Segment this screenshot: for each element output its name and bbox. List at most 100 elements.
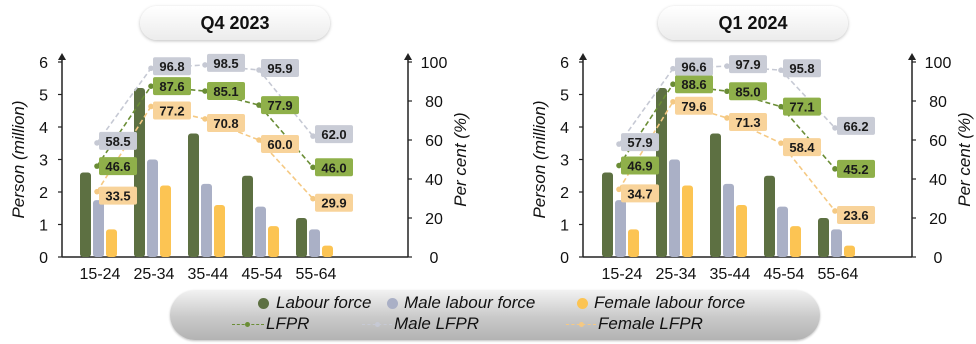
bar-male-labour-force bbox=[93, 200, 104, 257]
legend-line-dot-male-lfpr bbox=[375, 322, 380, 327]
x-tick-label: 55-64 bbox=[296, 266, 337, 283]
legend-swatch-female-labour-force bbox=[577, 298, 588, 309]
value-label-male-lfpr: 62.0 bbox=[321, 127, 346, 142]
point-male-lfpr bbox=[778, 67, 784, 73]
point-lfpr bbox=[616, 162, 622, 169]
value-label-female-lfpr: 60.0 bbox=[267, 137, 292, 152]
value-label-bg-female-lfpr bbox=[207, 113, 245, 132]
bar-female-labour-force bbox=[790, 226, 801, 257]
y-tick-label-right: 80 bbox=[929, 94, 947, 111]
value-label-bg-female-lfpr bbox=[261, 135, 299, 153]
point-lfpr bbox=[202, 88, 208, 94]
y-axis-title-right: Per cent (%) bbox=[955, 112, 974, 206]
value-label-bg-male-lfpr bbox=[99, 131, 137, 150]
value-label-bg-male-lfpr bbox=[729, 55, 767, 74]
value-label-lfpr: 46.0 bbox=[321, 160, 346, 175]
legend-swatch-male-labour-force bbox=[387, 298, 398, 309]
x-tick-label: 25-34 bbox=[656, 266, 697, 283]
y-tick-label-left: 4 bbox=[39, 120, 48, 137]
legend-label-lfpr: LFPR bbox=[266, 314, 310, 333]
legend-label-male-lfpr: Male LFPR bbox=[394, 314, 480, 333]
value-label-bg-lfpr bbox=[675, 75, 713, 94]
bar-male-labour-force bbox=[669, 159, 680, 257]
value-label-female-lfpr: 34.7 bbox=[627, 186, 652, 201]
value-label-lfpr: 77.1 bbox=[789, 100, 814, 115]
y-tick-label-right: 60 bbox=[425, 133, 443, 150]
bar-labour-force bbox=[656, 88, 667, 257]
x-tick-label: 35-44 bbox=[188, 266, 229, 283]
value-label-lfpr: 45.2 bbox=[843, 162, 868, 177]
y-axis-left-arrow bbox=[58, 53, 66, 60]
y-tick-label-right: 40 bbox=[425, 172, 443, 189]
value-label-female-lfpr: 33.5 bbox=[105, 189, 130, 204]
bar-female-labour-force bbox=[268, 226, 279, 257]
point-male-lfpr bbox=[148, 65, 154, 72]
legend-label-female-lfpr: Female LFPR bbox=[598, 314, 703, 333]
value-label-bg-female-lfpr bbox=[621, 184, 659, 203]
legend-swatch-labour-force bbox=[258, 298, 269, 309]
point-female-lfpr bbox=[202, 116, 208, 122]
point-lfpr bbox=[310, 164, 316, 171]
y-tick-label-left: 1 bbox=[560, 218, 569, 235]
bar-male-labour-force bbox=[777, 206, 788, 257]
y-tick-label-right: 40 bbox=[929, 172, 947, 189]
x-tick-label: 55-64 bbox=[818, 266, 859, 283]
value-label-bg-male-lfpr bbox=[675, 57, 713, 76]
point-male-lfpr bbox=[202, 62, 208, 68]
y-tick-label-left: 0 bbox=[560, 250, 569, 267]
value-label-male-lfpr: 95.9 bbox=[267, 61, 292, 76]
bar-female-labour-force bbox=[844, 245, 855, 257]
value-label-lfpr: 88.6 bbox=[681, 77, 706, 92]
point-male-lfpr bbox=[616, 141, 622, 147]
y-tick-label-right: 100 bbox=[421, 55, 448, 72]
y-tick-label-left: 5 bbox=[560, 88, 569, 105]
value-label-bg-male-lfpr bbox=[621, 133, 659, 152]
y-tick-label-left: 5 bbox=[39, 88, 48, 105]
x-tick-label: 45-54 bbox=[242, 266, 283, 283]
point-male-lfpr bbox=[670, 65, 676, 72]
point-female-lfpr bbox=[832, 208, 838, 214]
x-tick-label: 35-44 bbox=[710, 266, 751, 283]
bar-labour-force bbox=[188, 133, 199, 257]
panel-title-q4-2023: Q4 2023 bbox=[140, 6, 330, 40]
point-female-lfpr bbox=[778, 140, 784, 146]
y-axis-right-arrow bbox=[404, 53, 412, 60]
value-label-lfpr: 46.9 bbox=[627, 159, 652, 174]
legend-line-dot-lfpr bbox=[245, 322, 250, 327]
point-female-lfpr bbox=[670, 98, 676, 105]
y-axis-right-arrow bbox=[908, 53, 916, 60]
bar-male-labour-force bbox=[831, 229, 842, 257]
y-tick-label-left: 3 bbox=[560, 153, 569, 170]
value-label-lfpr: 87.6 bbox=[159, 79, 184, 94]
bar-female-labour-force bbox=[214, 205, 225, 257]
value-label-bg-female-lfpr bbox=[837, 205, 875, 224]
value-label-bg-lfpr bbox=[729, 82, 767, 101]
value-label-male-lfpr: 95.8 bbox=[789, 61, 814, 76]
value-label-female-lfpr: 23.6 bbox=[843, 208, 868, 223]
value-label-male-lfpr: 97.9 bbox=[735, 57, 760, 72]
y-axis-title-left: Person (million) bbox=[530, 100, 549, 218]
value-label-female-lfpr: 79.6 bbox=[681, 99, 706, 114]
line-female-lfpr bbox=[618, 100, 836, 212]
bar-labour-force bbox=[602, 172, 613, 257]
point-female-lfpr bbox=[148, 103, 154, 110]
y-tick-label-left: 6 bbox=[39, 55, 48, 72]
x-tick-label: 15-24 bbox=[602, 266, 643, 283]
value-label-lfpr: 85.1 bbox=[213, 84, 238, 99]
value-label-bg-male-lfpr bbox=[783, 59, 821, 78]
y-axis-title-right: Per cent (%) bbox=[451, 112, 470, 206]
y-tick-label-right: 100 bbox=[925, 55, 952, 72]
bar-male-labour-force bbox=[309, 229, 320, 257]
legend-label-female-labour-force: Female labour force bbox=[594, 293, 746, 312]
bar-male-labour-force bbox=[723, 183, 734, 257]
bar-female-labour-force bbox=[628, 229, 639, 257]
value-label-female-lfpr: 77.2 bbox=[159, 103, 184, 118]
bar-male-labour-force bbox=[147, 159, 158, 257]
value-label-bg-lfpr bbox=[783, 97, 821, 116]
bar-female-labour-force bbox=[736, 205, 747, 257]
value-label-bg-male-lfpr bbox=[837, 116, 875, 135]
point-male-lfpr bbox=[724, 63, 730, 69]
line-lfpr bbox=[96, 85, 314, 168]
